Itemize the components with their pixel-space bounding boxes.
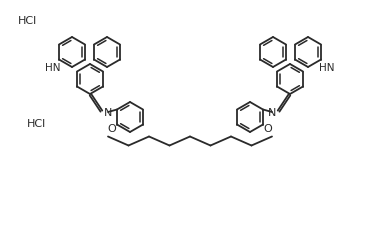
Text: HCl: HCl	[27, 119, 46, 129]
Text: O: O	[264, 124, 272, 134]
Text: N: N	[104, 108, 112, 118]
Text: HN: HN	[45, 63, 61, 73]
Text: HCl: HCl	[18, 16, 37, 26]
Text: O: O	[108, 124, 116, 134]
Text: HN: HN	[319, 63, 335, 73]
Text: N: N	[268, 108, 276, 118]
